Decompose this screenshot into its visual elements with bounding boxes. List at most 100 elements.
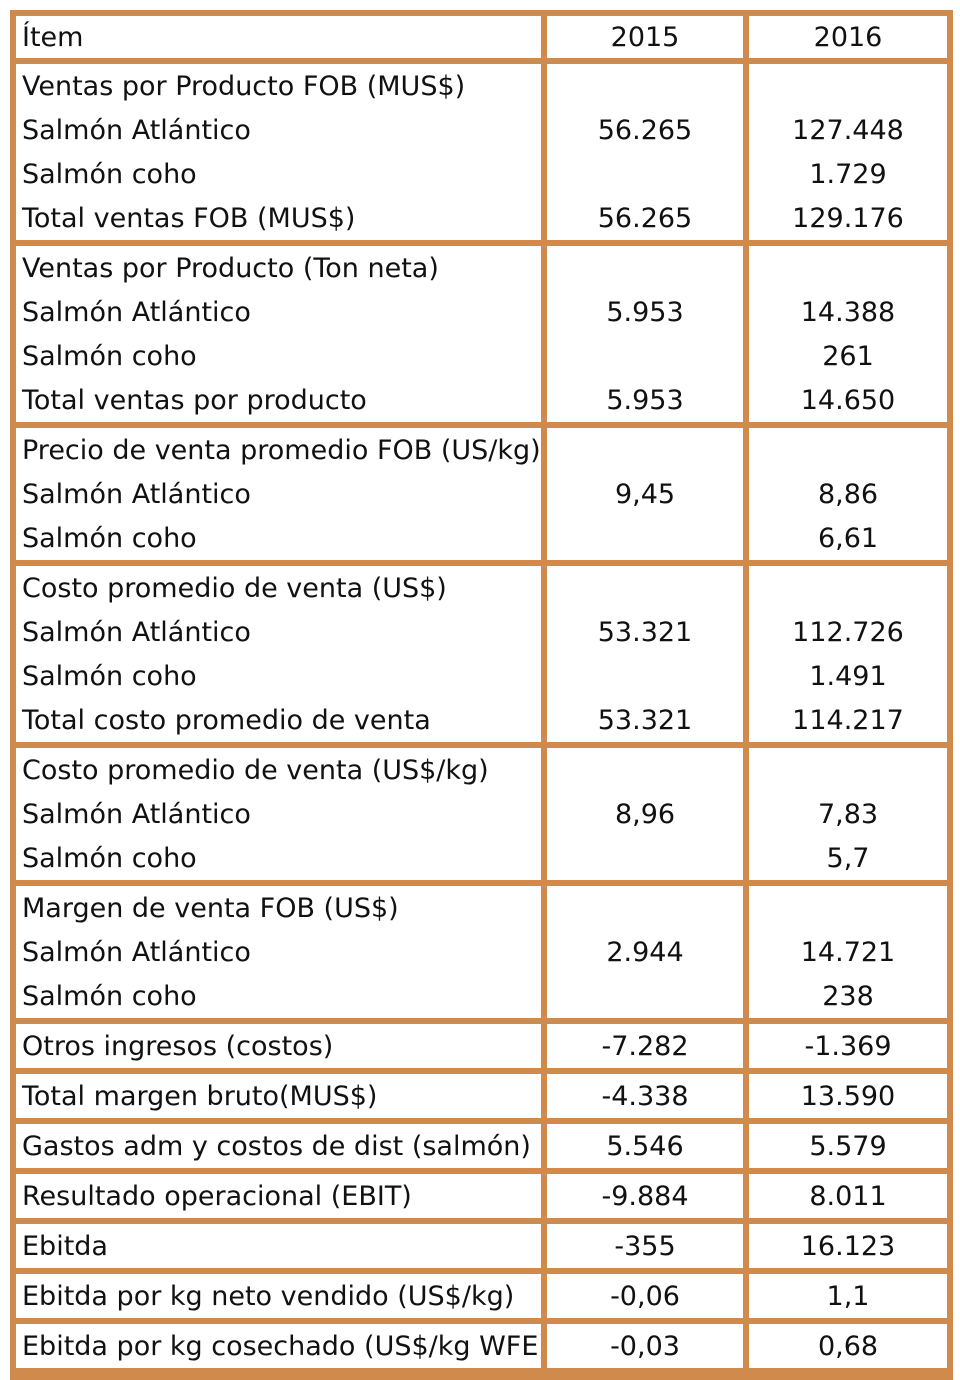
value-2015 <box>544 243 749 290</box>
table-row: Salmón coho 261 <box>16 334 947 378</box>
value-2015: -7.282 <box>544 1021 749 1074</box>
value-2015: -4.338 <box>544 1071 749 1124</box>
value-2015 <box>544 563 749 610</box>
table-row: Precio de venta promedio FOB (US/kg) <box>16 425 947 472</box>
value-2015: 56.265 <box>544 108 749 152</box>
row-label: Salmón Atlántico <box>16 472 547 516</box>
value-2015: 5.546 <box>544 1121 749 1174</box>
row-label: Ventas por Producto (Ton neta) <box>16 243 547 290</box>
table-row: Salmón coho 6,61 <box>16 516 947 566</box>
table-row: Salmón coho 1.491 <box>16 654 947 698</box>
value-2016: 8,86 <box>817 478 879 510</box>
row-label: Resultado operacional (EBIT) <box>16 1171 547 1224</box>
table-row: Ebitda por kg neto vendido (US$/kg) -0,06… <box>16 1271 947 1324</box>
row-label: Costo promedio de venta (US$) <box>16 563 547 610</box>
table-row: Salmón Atlántico 56.265 127.448 <box>16 108 947 152</box>
row-label: Margen de venta FOB (US$) <box>16 883 547 930</box>
value-2016: 127.448 <box>792 114 904 146</box>
row-label: Total costo promedio de venta <box>16 698 547 748</box>
value-2015: 5.953 <box>544 378 749 428</box>
value-2015: 53.321 <box>544 698 749 748</box>
header-row: Ítem 2015 2016 <box>16 16 947 64</box>
row-label: Salmón coho <box>16 974 547 1024</box>
value-2016: 14.721 <box>800 936 896 968</box>
value-2015 <box>544 974 749 1024</box>
value-2016 <box>746 883 947 930</box>
row-label: Salmón coho <box>16 654 547 698</box>
value-2016: 8.011 <box>746 1171 947 1224</box>
table-row: Salmón coho 1.729 <box>16 152 947 196</box>
table-row: Salmón Atlántico 8,96 7,83 <box>16 792 947 836</box>
value-2015: -9.884 <box>544 1171 749 1224</box>
value-2015: 56.265 <box>544 196 749 246</box>
header-item: Ítem <box>16 16 547 64</box>
row-label: Salmón coho <box>16 516 547 566</box>
value-2016 <box>746 563 947 610</box>
table-row: Total costo promedio de venta 53.321 114.2… <box>16 698 947 748</box>
value-2015 <box>544 836 749 886</box>
table-row: Ventas por Producto (Ton neta) <box>16 243 947 290</box>
row-label: Salmón Atlántico <box>16 610 547 654</box>
value-2015 <box>544 516 749 566</box>
value-2016: 112.726 <box>792 616 904 648</box>
value-2015 <box>544 152 749 196</box>
header-year-2016: 2016 <box>746 16 947 64</box>
row-label: Salmón Atlántico <box>16 290 547 334</box>
table-row: Salmón Atlántico 9,45 8,86 <box>16 472 947 516</box>
row-label: Salmón coho <box>16 152 547 196</box>
table-row: Total margen bruto(MUS$) -4.338 13.590 <box>16 1071 947 1124</box>
value-2016: 5.579 <box>746 1121 947 1174</box>
header-year-2015: 2015 <box>544 16 749 64</box>
value-2016: 5,7 <box>746 836 947 886</box>
row-label: Ebitda por kg neto vendido (US$/kg) <box>16 1271 547 1324</box>
value-2016: 14.650 <box>746 378 947 428</box>
results-table: Ítem 2015 2016 Ventas por Producto FOB (… <box>16 16 947 1374</box>
table-row: Total ventas por producto 5.953 14.650 <box>16 378 947 428</box>
table-row: Otros ingresos (costos) -7.282 -1.369 <box>16 1021 947 1074</box>
value-2016: 0,68 <box>746 1321 947 1374</box>
value-2016: 129.176 <box>746 196 947 246</box>
value-2015: 8,96 <box>544 792 749 836</box>
value-2016: 14.388 <box>800 296 896 328</box>
value-2016: 1.491 <box>809 660 887 692</box>
value-2015: -0,03 <box>544 1321 749 1374</box>
row-label: Salmón Atlántico <box>16 792 547 836</box>
table-row: Costo promedio de venta (US$/kg) <box>16 745 947 792</box>
row-label: Costo promedio de venta (US$/kg) <box>16 745 547 792</box>
value-2015 <box>544 883 749 930</box>
table-row: Resultado operacional (EBIT) -9.884 8.011 <box>16 1171 947 1224</box>
value-2015: 53.321 <box>544 610 749 654</box>
value-2016: 13.590 <box>746 1071 947 1124</box>
value-2015 <box>544 425 749 472</box>
value-2016: -1.369 <box>746 1021 947 1074</box>
table-row: Salmón coho 5,7 <box>16 836 947 886</box>
table-row: Salmón Atlántico 53.321 112.726 <box>16 610 947 654</box>
table-row: Margen de venta FOB (US$) <box>16 883 947 930</box>
value-2016: 114.217 <box>746 698 947 748</box>
table-row: Ebitda por kg cosechado (US$/kg WFE) -0,0… <box>16 1321 947 1374</box>
row-label: Gastos adm y costos de dist (salmón) <box>16 1121 547 1174</box>
table-row: Gastos adm y costos de dist (salmón) 5.54… <box>16 1121 947 1174</box>
value-2016 <box>746 745 947 792</box>
row-label: Precio de venta promedio FOB (US/kg) <box>16 425 547 472</box>
value-2016: 1.729 <box>809 158 887 190</box>
row-label: Total ventas por producto <box>16 378 547 428</box>
value-2015: -355 <box>544 1221 749 1274</box>
table-body: Ítem 2015 2016 Ventas por Producto FOB (… <box>16 16 947 1374</box>
row-label: Salmón coho <box>16 334 547 378</box>
row-label: Otros ingresos (costos) <box>16 1021 547 1074</box>
table-row: Salmón Atlántico 5.953 14.388 <box>16 290 947 334</box>
value-2015 <box>544 334 749 378</box>
value-2015: 2.944 <box>544 930 749 974</box>
table-row: Ventas por Producto FOB (MUS$) <box>16 61 947 108</box>
value-2015 <box>544 61 749 108</box>
value-2016: 261 <box>822 340 874 372</box>
value-2015 <box>544 745 749 792</box>
row-label: Ebitda por kg cosechado (US$/kg WFE) <box>16 1321 547 1374</box>
row-label: Total ventas FOB (MUS$) <box>16 196 547 246</box>
row-label: Salmón Atlántico <box>16 108 547 152</box>
value-2016: 16.123 <box>746 1221 947 1274</box>
value-2015 <box>544 654 749 698</box>
table-row: Total ventas FOB (MUS$) 56.265 129.176 <box>16 196 947 246</box>
value-2016 <box>746 425 947 472</box>
